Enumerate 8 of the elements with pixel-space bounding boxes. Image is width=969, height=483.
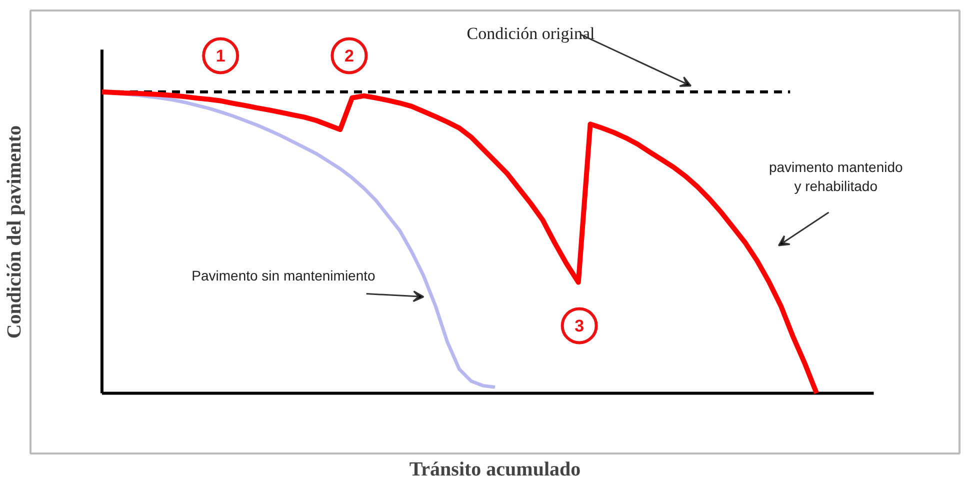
annotation: Pavimento sin mantenimiento <box>192 267 376 284</box>
annotation: pavimento mantenido y rehabilitado <box>768 158 904 194</box>
y-axis-title: Condición del pavimento <box>4 125 26 339</box>
x-axis-title: Tránsito acumulado <box>409 458 581 480</box>
annotation: 3 <box>574 316 584 336</box>
text: Condición original <box>466 24 595 43</box>
text: 2 <box>344 46 354 66</box>
text: 1 <box>216 46 226 66</box>
